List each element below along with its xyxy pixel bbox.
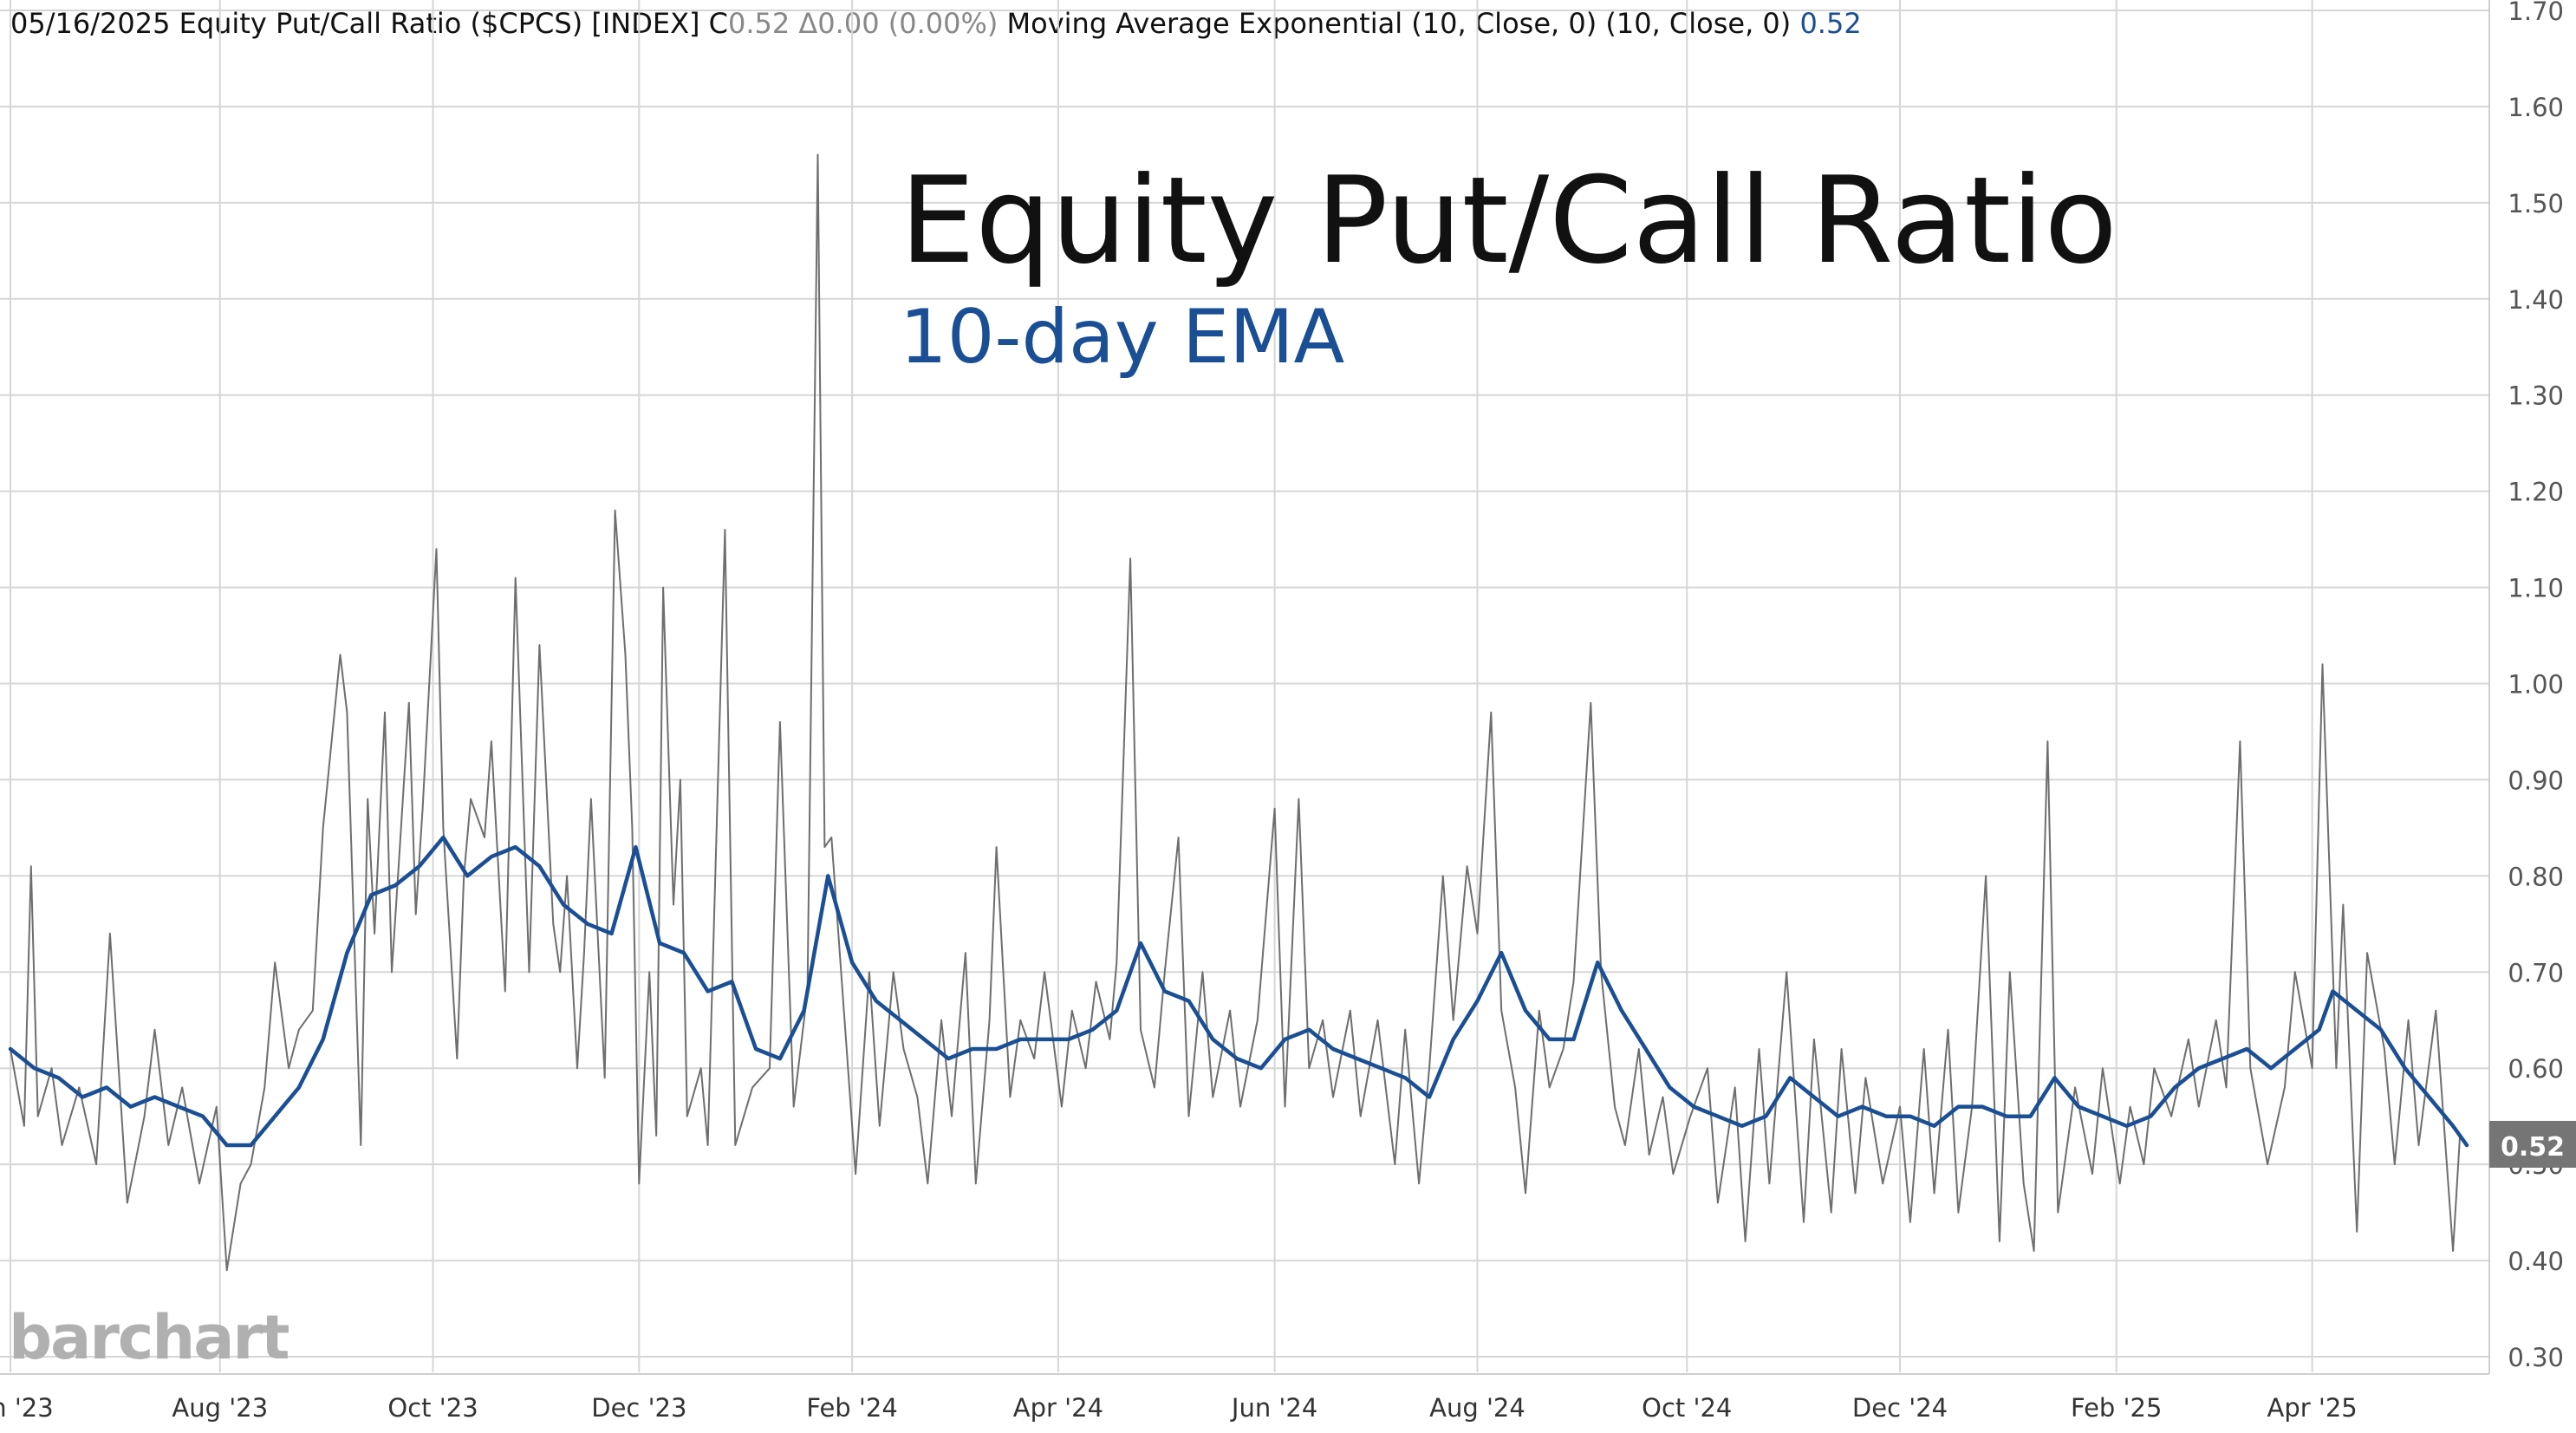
x-tick-label: Dec '23 xyxy=(591,1393,686,1423)
y-tick-label: 1.40 xyxy=(2508,285,2564,315)
x-tick-label: Jun '24 xyxy=(1230,1393,1317,1423)
y-tick-label: 0.60 xyxy=(2508,1054,2564,1084)
x-tick-label: Aug '24 xyxy=(1429,1393,1525,1423)
put-call-ratio-line xyxy=(10,153,2468,1272)
x-tick-label: Feb '25 xyxy=(2071,1393,2162,1423)
y-tick-label: 1.60 xyxy=(2508,93,2564,122)
y-tick-label: 1.30 xyxy=(2508,381,2564,411)
header-close-prefix: C xyxy=(708,7,728,40)
header-indicator-value: 0.52 xyxy=(1799,7,1862,40)
y-tick-label: 1.20 xyxy=(2508,478,2564,507)
last-value-badge xyxy=(2489,1120,2576,1168)
x-tick-label: Feb '24 xyxy=(806,1393,897,1423)
header-date: 05/16/2025 xyxy=(10,7,171,40)
header-symbol: Equity Put/Call Ratio ($CPCS) [INDEX] xyxy=(179,7,700,40)
x-tick-label: Oct '23 xyxy=(387,1393,478,1423)
x-tick-label: Aug '23 xyxy=(172,1393,268,1423)
chart-title: Equity Put/Call Ratio xyxy=(900,151,2117,290)
y-tick-label: 0.40 xyxy=(2508,1247,2564,1276)
chart-header: 05/16/2025 Equity Put/Call Ratio ($CPCS)… xyxy=(10,7,1862,40)
barchart-watermark: barchart xyxy=(9,1302,289,1373)
x-tick-label: Apr '25 xyxy=(2267,1393,2358,1423)
x-tick-label: Jun '23 xyxy=(0,1393,54,1423)
y-tick-label: 1.70 xyxy=(2508,0,2564,26)
header-indicator: Moving Average Exponential (10, Close, 0… xyxy=(1006,7,1792,40)
header-close-value: 0.52 xyxy=(727,7,790,40)
y-tick-label: 1.10 xyxy=(2508,574,2564,603)
y-tick-label: 0.30 xyxy=(2508,1343,2564,1372)
chart-subtitle: 10-day EMA xyxy=(900,294,1345,381)
x-tick-label: Oct '24 xyxy=(1642,1393,1732,1423)
y-tick-label: 1.00 xyxy=(2508,670,2564,700)
y-tick-label: 0.90 xyxy=(2508,765,2564,795)
last-value-badge-label: 0.52 xyxy=(2501,1132,2565,1163)
header-change: Δ0.00 (0.00%) xyxy=(798,7,999,40)
y-tick-label: 0.70 xyxy=(2508,958,2564,987)
y-tick-label: 0.80 xyxy=(2508,862,2564,891)
x-tick-label: Apr '24 xyxy=(1013,1393,1103,1423)
y-tick-label: 1.50 xyxy=(2508,189,2564,218)
x-tick-label: Dec '24 xyxy=(1852,1393,1948,1423)
ema-10-line xyxy=(8,835,2469,1148)
